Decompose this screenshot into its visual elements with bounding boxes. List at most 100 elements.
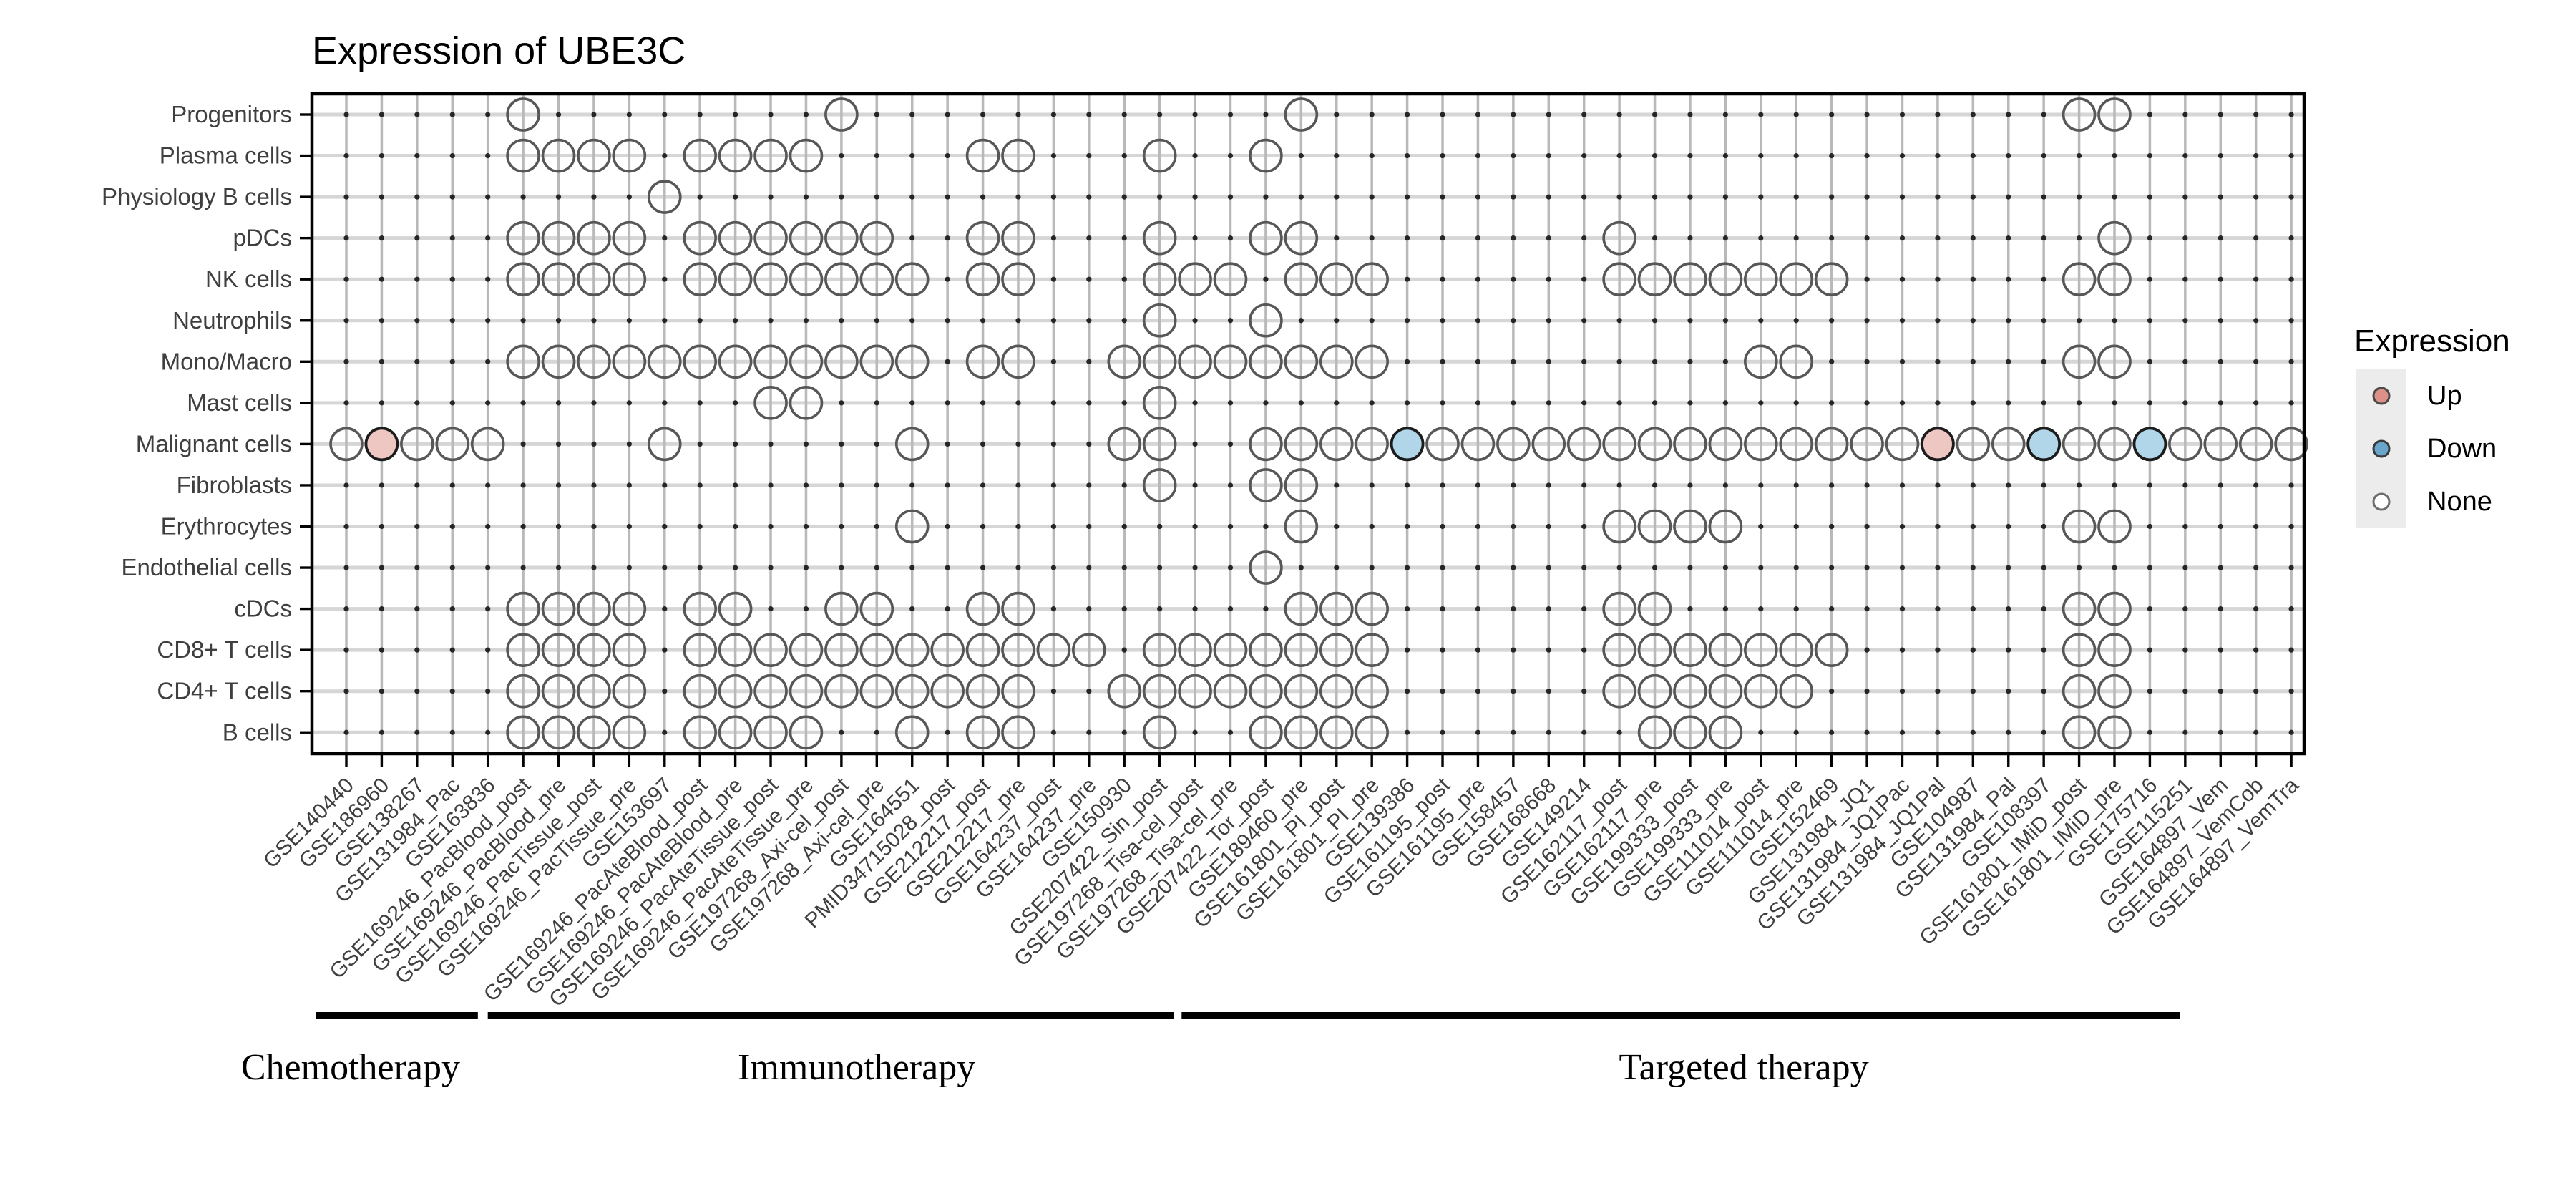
no-data-dot (1334, 112, 1340, 117)
no-data-dot (449, 523, 455, 530)
expression-dot-none (753, 344, 788, 379)
no-data-dot (1864, 152, 1870, 159)
expression-dot-none (647, 180, 682, 214)
no-data-dot (2182, 647, 2188, 653)
expression-dot-none (329, 427, 364, 462)
no-data-dot (945, 729, 950, 735)
no-data-dot (1192, 235, 1198, 241)
no-data-dot (697, 441, 703, 447)
no-data-dot (555, 112, 562, 117)
no-data-dot (449, 400, 455, 406)
no-data-dot (1864, 482, 1870, 488)
no-data-dot (839, 194, 844, 200)
no-data-dot (414, 359, 420, 364)
no-data-dot (1793, 235, 1799, 241)
no-data-dot (945, 235, 950, 241)
expression-dot-none (1142, 715, 1177, 750)
no-data-dot (1899, 152, 1906, 159)
no-data-dot (1121, 235, 1127, 241)
no-data-dot (2253, 276, 2259, 282)
no-data-dot (2253, 689, 2259, 694)
no-data-dot (2288, 112, 2294, 117)
no-data-dot (1015, 441, 1021, 447)
no-data-dot (1652, 112, 1658, 117)
expression-dot-none (894, 262, 930, 297)
no-data-dot (626, 318, 632, 324)
y-tick-label: Plasma cells (160, 142, 292, 169)
no-data-dot (343, 276, 349, 282)
no-data-dot (2182, 359, 2188, 364)
no-data-dot (1227, 523, 1234, 530)
no-data-dot (1405, 482, 1410, 488)
no-data-dot (1440, 729, 1445, 735)
expression-dot-none (1744, 262, 1778, 297)
expression-dot-none (1142, 674, 1177, 709)
no-data-dot (1935, 194, 1941, 200)
no-data-dot (803, 482, 809, 488)
expression-dot-none (1142, 303, 1177, 338)
no-data-dot (945, 194, 950, 200)
expression-dot-none (683, 633, 718, 667)
no-data-dot (1616, 152, 1622, 159)
legend-label-none: None (2427, 487, 2492, 517)
no-data-dot (2147, 235, 2153, 241)
no-data-dot (1511, 235, 1516, 241)
no-data-dot (733, 565, 738, 570)
no-data-dot (945, 482, 950, 488)
expression-dot-none (1602, 220, 1636, 256)
no-data-dot (1334, 194, 1340, 200)
expression-dot-none (1001, 674, 1035, 709)
no-data-dot (662, 523, 668, 530)
no-data-dot (1086, 523, 1092, 530)
no-data-dot (1970, 689, 1976, 694)
expression-dot-none (2097, 715, 2132, 750)
no-data-dot (1263, 606, 1269, 612)
no-data-dot (1121, 565, 1127, 570)
no-data-dot (1722, 565, 1728, 570)
expression-dot-none (1249, 220, 1283, 256)
no-data-dot (803, 523, 809, 530)
no-data-dot (379, 689, 385, 694)
expression-dot-none (506, 97, 540, 132)
y-tick-label: cDCs (234, 596, 292, 622)
expression-dot-none (824, 633, 859, 667)
no-data-dot (1652, 359, 1658, 364)
no-data-dot (626, 112, 632, 117)
no-data-dot (379, 729, 385, 735)
no-data-dot (2006, 689, 2011, 694)
no-data-dot (2288, 606, 2294, 612)
no-data-dot (1475, 729, 1481, 735)
no-data-dot (839, 565, 844, 570)
no-data-dot (733, 194, 738, 200)
expression-dot-none (1249, 715, 1283, 750)
no-data-dot (2076, 482, 2082, 488)
no-data-dot (1616, 194, 1622, 200)
no-data-dot (1864, 647, 1870, 653)
no-data-dot (1050, 400, 1056, 406)
expression-dot-none (1355, 591, 1389, 626)
expression-dot-none (647, 344, 682, 379)
no-data-dot (485, 729, 491, 735)
no-data-dot (1970, 482, 1976, 488)
expression-dot-none (718, 591, 753, 626)
no-data-dot (379, 318, 385, 324)
no-data-dot (1899, 318, 1906, 324)
expression-dot-none (718, 344, 753, 379)
no-data-dot (1652, 400, 1658, 406)
no-data-dot (2076, 194, 2082, 200)
expression-dot-none (577, 220, 611, 256)
expression-dot-none (506, 220, 540, 256)
expression-dot-none (1673, 427, 1707, 462)
expression-dot-none (612, 262, 647, 297)
panel-border (310, 92, 2306, 756)
expression-dot-none (1036, 633, 1071, 667)
no-data-dot (1652, 318, 1658, 324)
no-data-dot (1758, 112, 1764, 117)
no-data-dot (1616, 729, 1622, 735)
no-data-dot (2253, 729, 2259, 735)
no-data-dot (1511, 318, 1516, 324)
no-data-dot (1970, 400, 1976, 406)
no-data-dot (909, 318, 915, 324)
no-data-dot (1192, 565, 1198, 570)
y-tick-label: Physiology B cells (102, 183, 292, 210)
